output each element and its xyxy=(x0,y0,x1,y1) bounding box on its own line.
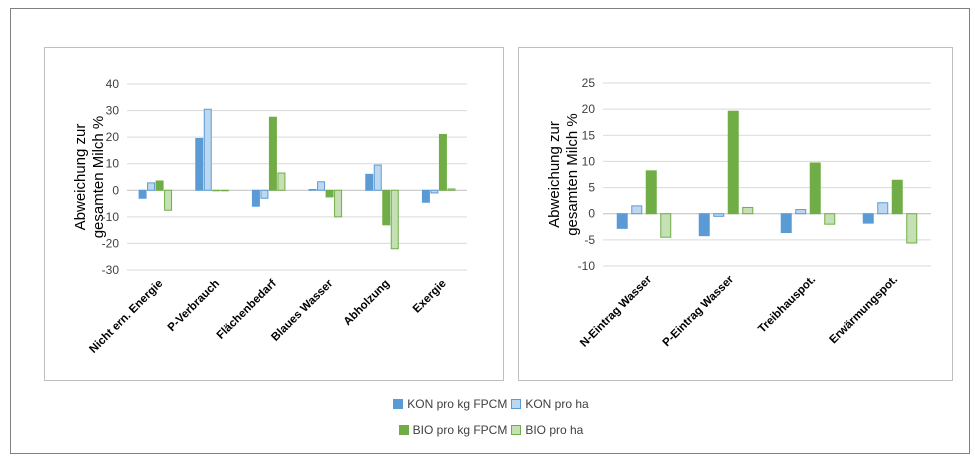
figure-frame: Abweichung zurgesamten Milch % -30 -20 -10 0… xyxy=(10,8,970,454)
left-chart-bar xyxy=(390,189,399,250)
right-chart-category-label: P-Eintrag Wasser xyxy=(661,273,737,349)
legend-item-bio-fpcm: BIO pro kg FPCM xyxy=(398,423,508,437)
left-chart-bar xyxy=(195,137,204,191)
legend-swatch-bio-ha xyxy=(511,425,522,435)
left-chart-bar xyxy=(138,189,147,199)
left-chart-bar xyxy=(438,133,447,191)
left-chart-bar xyxy=(212,189,221,192)
right-chart-y-tick-label: 5 xyxy=(588,181,595,195)
left-chart-bar xyxy=(447,188,456,191)
right-chart-bar xyxy=(727,110,739,215)
left-chart-bar xyxy=(268,116,277,191)
legend-row-1: KON pro kg FPCM KON pro ha xyxy=(11,397,971,411)
left-chart-bar xyxy=(325,189,334,198)
right-chart-y-tick-label: 25 xyxy=(582,76,596,90)
left-chart-category-label: Exergie xyxy=(411,278,449,316)
right-chart-bar xyxy=(645,170,657,215)
left-chart-category-label: Flächenbedarf xyxy=(215,278,279,342)
right-chart-bar xyxy=(742,206,754,215)
left-chart-bar xyxy=(147,182,156,191)
left-chart-y-tick-label: 30 xyxy=(106,104,120,118)
left-chart-bar xyxy=(421,189,430,203)
left-chart-bar xyxy=(430,189,439,194)
right-chart-bar xyxy=(616,213,628,229)
right-chart-category-label: Erwärmungspot. xyxy=(827,274,900,347)
left-chart-bar xyxy=(155,180,164,191)
left-chart-y-axis-label-line: Abweichung zur xyxy=(72,124,89,231)
left-chart-y-tick-label: 40 xyxy=(106,77,120,91)
right-chart-category-label: Treibhauspot. xyxy=(756,274,818,336)
left-chart-bar xyxy=(260,189,269,199)
right-chart-y-tick-label: 20 xyxy=(582,102,596,116)
left-chart-y-tick-label: 0 xyxy=(112,183,119,197)
legend-row-2: BIO pro kg FPCM BIO pro ha xyxy=(11,423,971,437)
legend-label-kon-fpcm: KON pro kg FPCM xyxy=(407,397,508,411)
left-chart-category-label: P-Verbrauch xyxy=(166,278,222,334)
right-chart-y-tick-label: 15 xyxy=(582,128,596,142)
chart-right: Abweichung zurgesamten Milch % -10 -5 0 5 10 1… xyxy=(518,47,953,381)
left-chart-y-tick-label: -20 xyxy=(102,236,120,250)
legend-item-kon-fpcm: KON pro kg FPCM xyxy=(393,397,507,411)
left-chart-y-tick-label: -30 xyxy=(102,263,120,277)
legend-item-bio-ha: BIO pro ha xyxy=(511,423,583,437)
right-chart-y-axis-label-line: gesamten Milch % xyxy=(564,113,581,236)
left-chart-bar xyxy=(334,189,343,218)
right-chart-y-tick-label: 0 xyxy=(588,207,595,221)
right-chart-bar xyxy=(698,213,710,237)
right-chart-bar xyxy=(824,213,836,225)
right-chart-category-label: N-Eintrag Wasser xyxy=(578,273,654,349)
left-chart-category-label: Nicht ern. Energie xyxy=(87,278,165,356)
legend-label-bio-fpcm: BIO pro kg FPCM xyxy=(412,423,508,437)
legend-label-kon-ha: KON pro ha xyxy=(525,397,589,411)
left-chart-bar xyxy=(220,189,229,192)
right-chart-bar xyxy=(780,213,792,234)
legend-item-kon-ha: KON pro ha xyxy=(511,397,589,411)
left-chart-y-axis-label: Abweichung zurgesamten Milch % xyxy=(72,116,107,239)
legend-swatch-kon-fpcm xyxy=(393,399,404,409)
left-chart-bar xyxy=(251,189,260,207)
legend-label-bio-ha: BIO pro ha xyxy=(525,423,584,437)
chart-left-svg: Abweichung zurgesamten Milch % -30 -20 -10 0… xyxy=(72,77,467,356)
right-chart-y-axis-label-line: Abweichung zur xyxy=(546,121,563,228)
left-chart-category-label: Abholzung xyxy=(342,278,392,328)
left-chart-y-axis-label-line: gesamten Milch % xyxy=(90,116,107,239)
left-chart-bar xyxy=(308,188,317,191)
left-chart-y-tick-label: -10 xyxy=(102,210,120,224)
right-chart-y-tick-label: -10 xyxy=(578,259,596,273)
chart-right-svg: Abweichung zurgesamten Milch % -10 -5 0 5 10 1… xyxy=(546,76,931,350)
left-chart-bar xyxy=(203,108,212,191)
right-chart-y-tick-label: -5 xyxy=(584,233,595,247)
left-chart-bar xyxy=(365,173,374,191)
right-chart-bar xyxy=(809,162,821,215)
left-chart-y-tick-label: 10 xyxy=(106,157,120,171)
left-chart-bar xyxy=(373,164,382,191)
left-chart-bar xyxy=(277,172,286,191)
right-chart-y-axis-label: Abweichung zurgesamten Milch % xyxy=(546,113,581,236)
left-chart-y-tick-label: 20 xyxy=(106,130,120,144)
right-chart-bar xyxy=(906,213,918,244)
right-chart-bar xyxy=(877,202,889,215)
chart-left: Abweichung zurgesamten Milch % -30 -20 -10 0… xyxy=(44,47,504,381)
legend-swatch-kon-ha xyxy=(511,399,522,409)
left-chart-bar xyxy=(317,181,326,191)
right-chart-bar xyxy=(713,213,725,217)
right-chart-bar xyxy=(891,179,903,215)
right-chart-bar xyxy=(862,213,874,224)
left-chart-bar xyxy=(382,189,391,226)
right-chart-bar xyxy=(660,213,672,238)
legend: KON pro kg FPCM KON pro ha BIO pro kg FP… xyxy=(11,394,971,450)
right-chart-bar xyxy=(631,205,643,215)
right-chart-bar xyxy=(795,209,807,215)
left-chart-category-label: Blaues Wasser xyxy=(269,277,335,343)
legend-swatch-bio-fpcm xyxy=(398,425,409,435)
right-chart-y-tick-label: 10 xyxy=(582,154,596,168)
left-chart-bar xyxy=(164,189,173,211)
